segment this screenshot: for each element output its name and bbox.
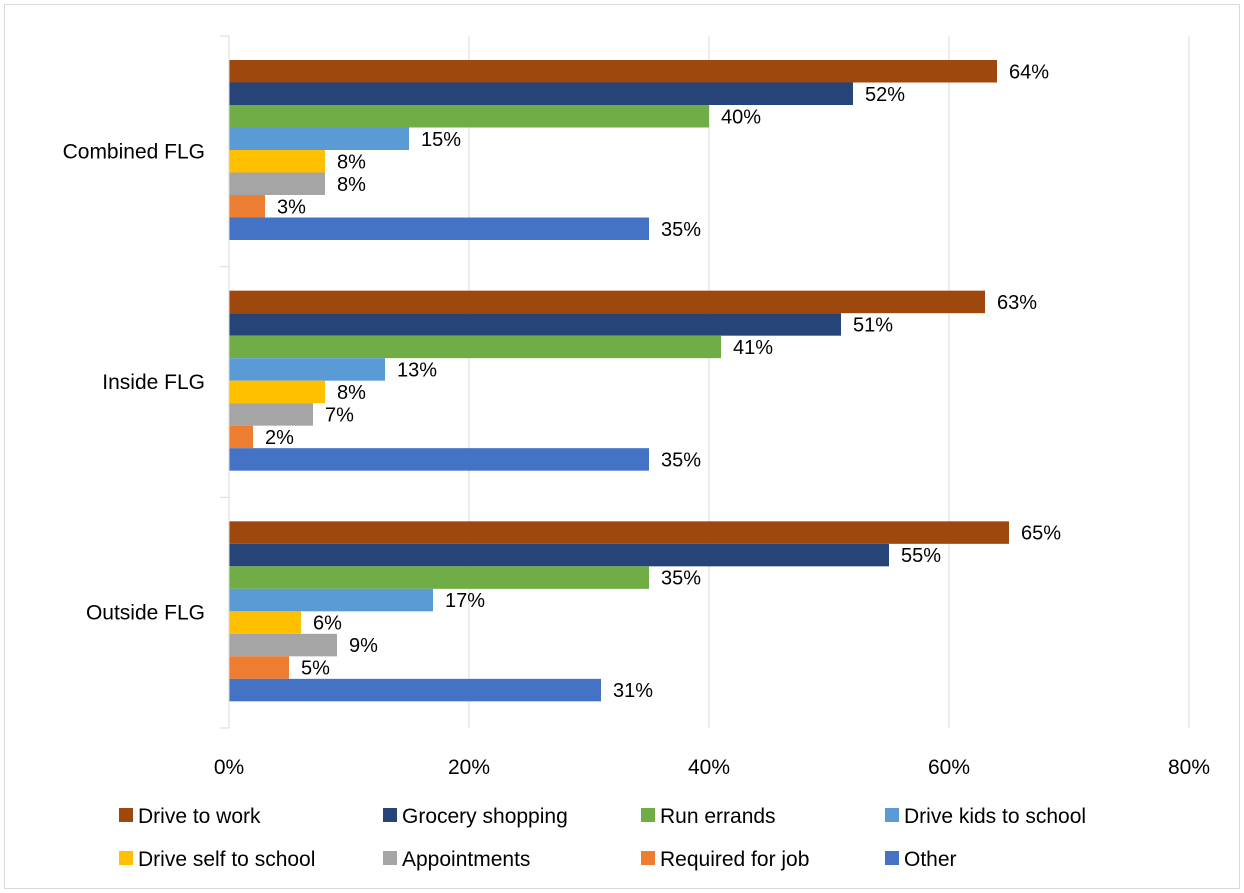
data-label: 65% — [1021, 523, 1061, 545]
bar — [229, 60, 997, 83]
legend-label: Drive self to school — [138, 848, 315, 871]
bar — [229, 105, 709, 128]
bar — [229, 82, 853, 105]
data-label: 31% — [613, 680, 653, 702]
bar — [229, 195, 265, 218]
legend-item: Drive kids to school — [885, 805, 1086, 828]
bar — [229, 425, 253, 449]
bar — [229, 566, 649, 589]
legend-swatch — [885, 808, 899, 822]
data-label: 55% — [901, 545, 941, 567]
data-label: 51% — [853, 314, 893, 336]
x-tick-label: 80% — [1168, 756, 1210, 779]
data-labels: 64%52%40%15%8%8%3%35%63%51%41%13%8%7%2%3… — [265, 61, 1061, 702]
gridlines — [468, 36, 1190, 728]
data-label: 35% — [661, 449, 701, 471]
category-label: Inside FLG — [102, 371, 205, 394]
data-label: 41% — [733, 337, 773, 359]
bar — [229, 290, 985, 314]
legend-item: Drive to work — [119, 805, 261, 828]
legend-swatch — [383, 808, 397, 822]
legend-item: Grocery shopping — [383, 805, 568, 828]
legend: Drive to work Grocery shopping Run errands… — [119, 805, 1086, 871]
data-label: 8% — [337, 174, 366, 196]
bar — [229, 150, 325, 173]
bar — [229, 313, 841, 336]
bar — [229, 448, 649, 471]
bar — [229, 588, 433, 612]
bar — [229, 678, 601, 702]
data-label: 15% — [421, 129, 461, 151]
legend-label: Appointments — [402, 848, 530, 871]
legend-swatch — [641, 851, 655, 865]
data-label: 5% — [301, 658, 330, 680]
legend-label: Run errands — [660, 805, 776, 828]
x-tick-label: 60% — [928, 756, 970, 779]
bar — [229, 127, 409, 150]
bar — [229, 543, 889, 567]
data-label: 13% — [397, 359, 437, 381]
category-axis: Combined FLG Inside FLG Outside FLG — [63, 35, 230, 729]
legend-swatch — [119, 808, 133, 822]
data-label: 35% — [661, 219, 701, 241]
data-label: 3% — [277, 196, 306, 218]
bar — [229, 611, 301, 634]
data-label: 63% — [997, 292, 1037, 314]
bar — [229, 380, 325, 404]
x-tick-label: 20% — [448, 756, 490, 779]
data-label: 6% — [313, 613, 342, 635]
legend-item: Other — [885, 848, 957, 871]
value-axis: 0% 20% 40% 60% 80% — [214, 756, 1210, 779]
data-label: 64% — [1009, 61, 1049, 83]
legend-item: Appointments — [383, 848, 530, 871]
legend-item: Drive self to school — [119, 848, 315, 871]
legend-label: Required for job — [660, 848, 809, 871]
data-label: 8% — [337, 151, 366, 173]
bar — [229, 335, 721, 359]
legend-swatch — [383, 851, 397, 865]
category-label: Combined FLG — [63, 140, 205, 163]
bar — [229, 358, 385, 381]
legend-label: Grocery shopping — [402, 805, 568, 828]
bar — [229, 217, 649, 240]
data-label: 8% — [337, 382, 366, 404]
data-label: 52% — [865, 84, 905, 106]
data-label: 35% — [661, 568, 701, 590]
legend-label: Drive to work — [138, 805, 261, 828]
bar — [229, 633, 337, 657]
data-label: 2% — [265, 427, 294, 449]
legend-swatch — [119, 851, 133, 865]
legend-item: Run errands — [641, 805, 776, 828]
legend-label: Other — [904, 848, 957, 871]
x-tick-label: 0% — [214, 756, 244, 779]
legend-label: Drive kids to school — [904, 805, 1086, 828]
category-label: Outside FLG — [86, 602, 205, 625]
data-label: 17% — [445, 590, 485, 612]
legend-item: Required for job — [641, 848, 809, 871]
bar — [229, 172, 325, 195]
x-tick-label: 40% — [688, 756, 730, 779]
chart-frame — [4, 4, 1240, 889]
data-label: 7% — [325, 404, 354, 426]
bar — [229, 521, 1009, 544]
data-label: 9% — [349, 635, 378, 657]
data-label: 40% — [721, 106, 761, 128]
legend-swatch — [885, 851, 899, 865]
bar — [229, 403, 313, 426]
bars — [229, 60, 1009, 702]
legend-swatch — [641, 808, 655, 822]
bar — [229, 656, 289, 679]
